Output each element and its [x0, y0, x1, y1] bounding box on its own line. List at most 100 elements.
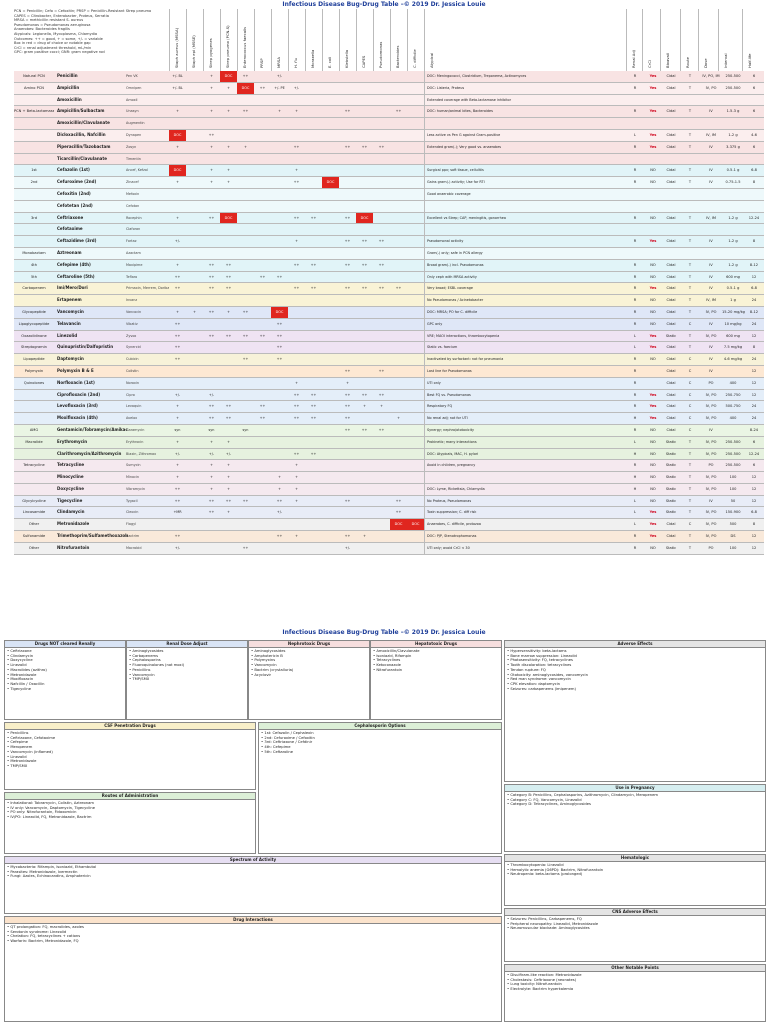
summary-item: • Chelation: FQ, tetracyclines + cations [7, 934, 81, 939]
activity-cell: ++ [225, 416, 232, 421]
summary-item: • TMP/SMX [7, 763, 28, 768]
activity-cell: ++ [259, 404, 266, 409]
activity-cell [373, 319, 390, 330]
brand-name: Bactrim [126, 534, 140, 539]
drug-class [14, 154, 54, 165]
activity-cell [305, 484, 322, 495]
pk-cell: IV [709, 144, 713, 149]
pk-cells: R Yes Cidal T IV 0.5-1 g 6-8 [626, 283, 764, 294]
drug-note: Extended coverage with Beta-lactamase in… [424, 94, 627, 106]
column-header-label: E. coli [326, 56, 332, 68]
activity-cell [220, 531, 237, 542]
column-header-label: Strep pyogenes [207, 38, 213, 68]
summary-box-title: Drugs NOT cleared Renally [5, 641, 125, 648]
activity-cell [356, 83, 373, 94]
activity-cell [186, 260, 203, 271]
pk-cell: L [633, 333, 636, 338]
activity-cell [186, 154, 203, 165]
activity-cell: DOC [322, 177, 339, 188]
activity-cell [203, 366, 220, 377]
pk-cell: IV [709, 498, 713, 503]
summary-box-preg: Use in Pregnancy • Category B: Penicillin… [504, 784, 766, 852]
activity-cell [271, 519, 288, 530]
summary-box-body: • Mycobacteria: Rifampin, Isoniazid, Eth… [5, 864, 501, 880]
activity-cell [186, 342, 203, 353]
drug-name: Penicillin [57, 73, 78, 78]
drug-note: VRE; MAOI interactions, thrombocytopenia [424, 330, 627, 342]
activity-cell: ++ [310, 404, 317, 409]
brand-name: Flagyl [126, 522, 137, 527]
column-header: C. difficile [407, 9, 425, 71]
summary-item: • Fungi: Azoles, Echinocandins, Amphoter… [7, 874, 91, 879]
summary-item: • Electrolyte: Bactrim hyperkalemia [507, 987, 574, 992]
drug-name: Linezolid [57, 332, 78, 338]
pk-cell: R [633, 357, 637, 362]
activity-cell [220, 95, 237, 106]
column-header: Strep pyogenes [203, 9, 221, 71]
pk-cell: 6 [752, 109, 756, 114]
activity-cell [390, 390, 407, 401]
activity-cell [186, 484, 203, 495]
activity-cell [407, 106, 424, 117]
activity-cell [254, 342, 271, 353]
activity-cell [288, 307, 305, 318]
drug-name: Tetracycline [57, 462, 85, 468]
activity-cell [339, 177, 356, 188]
pk-cell: Cidal [666, 215, 676, 220]
activity-cell: ++ [242, 109, 249, 114]
activity-cell [288, 224, 305, 235]
activity-cell [169, 519, 186, 530]
column-header-label: Half-life [747, 53, 752, 68]
pk-cell: R [633, 274, 637, 279]
activity-cell [322, 71, 339, 82]
pk-cell: T [688, 132, 692, 137]
activity-cell [186, 378, 203, 389]
activity-cell: + [295, 168, 298, 173]
pk-cell: R [633, 144, 637, 149]
brand-name: Levaquin [126, 404, 142, 409]
summary-item: • CPK elevation: daptomycin [507, 681, 561, 686]
activity-cell: + [176, 404, 179, 409]
activity-cell [203, 118, 220, 129]
activity-cell [288, 425, 305, 436]
drug-name: Quinupristin/Dalfopristin [57, 344, 114, 350]
activity-cell: + [210, 109, 213, 114]
activity-cell [373, 189, 390, 200]
pk-cell: NO [650, 545, 656, 550]
pk-cell: C [688, 522, 692, 527]
summary-item: • Tetracyclines [373, 658, 401, 663]
drug-note: Synergy; nephro/ototoxicity [424, 424, 627, 436]
activity-cell [288, 95, 305, 106]
activity-cell [339, 319, 356, 330]
pk-cell: R [633, 215, 637, 220]
drug-class: Carbapenem [22, 286, 46, 291]
drug-note: DOC: Meningococci, Clostridium, Treponem… [424, 71, 627, 82]
activity-cell [203, 154, 220, 165]
activity-cell [390, 272, 407, 283]
pk-cell: T [688, 298, 692, 303]
activity-cell [237, 401, 254, 412]
activity-cell: ++ [242, 333, 249, 338]
activity-cell [390, 177, 407, 188]
pk-cell: 6 [752, 439, 756, 444]
activity-cell [407, 154, 424, 165]
summary-item: • Metronidazole [7, 672, 37, 677]
brand-name: Primaxin, Merrem, Doribax [126, 286, 169, 291]
table-row: Ticarcillin/Clavulanate Timentin [14, 153, 764, 166]
activity-cell: + [210, 486, 213, 491]
activity-cell [322, 106, 339, 117]
drug-name: Tigecycline [57, 497, 83, 503]
activity-cell [373, 224, 390, 235]
activity-cell: ++ [276, 321, 283, 326]
activity-cell [254, 71, 271, 82]
activity-cell [305, 437, 322, 448]
pk-cells: L Yes Cidal T IV 7.5 mg/kg 8 [626, 342, 764, 353]
activity-cell [373, 106, 390, 117]
drug-name: Imi/Mero/Dori [57, 285, 88, 291]
activity-cell [220, 189, 237, 200]
pk-cell: 10 mg/kg [724, 321, 742, 326]
activity-cell: + [227, 168, 230, 173]
table-row: Clarithromycin/Azithromycin Biaxin, Zithr… [14, 448, 764, 461]
